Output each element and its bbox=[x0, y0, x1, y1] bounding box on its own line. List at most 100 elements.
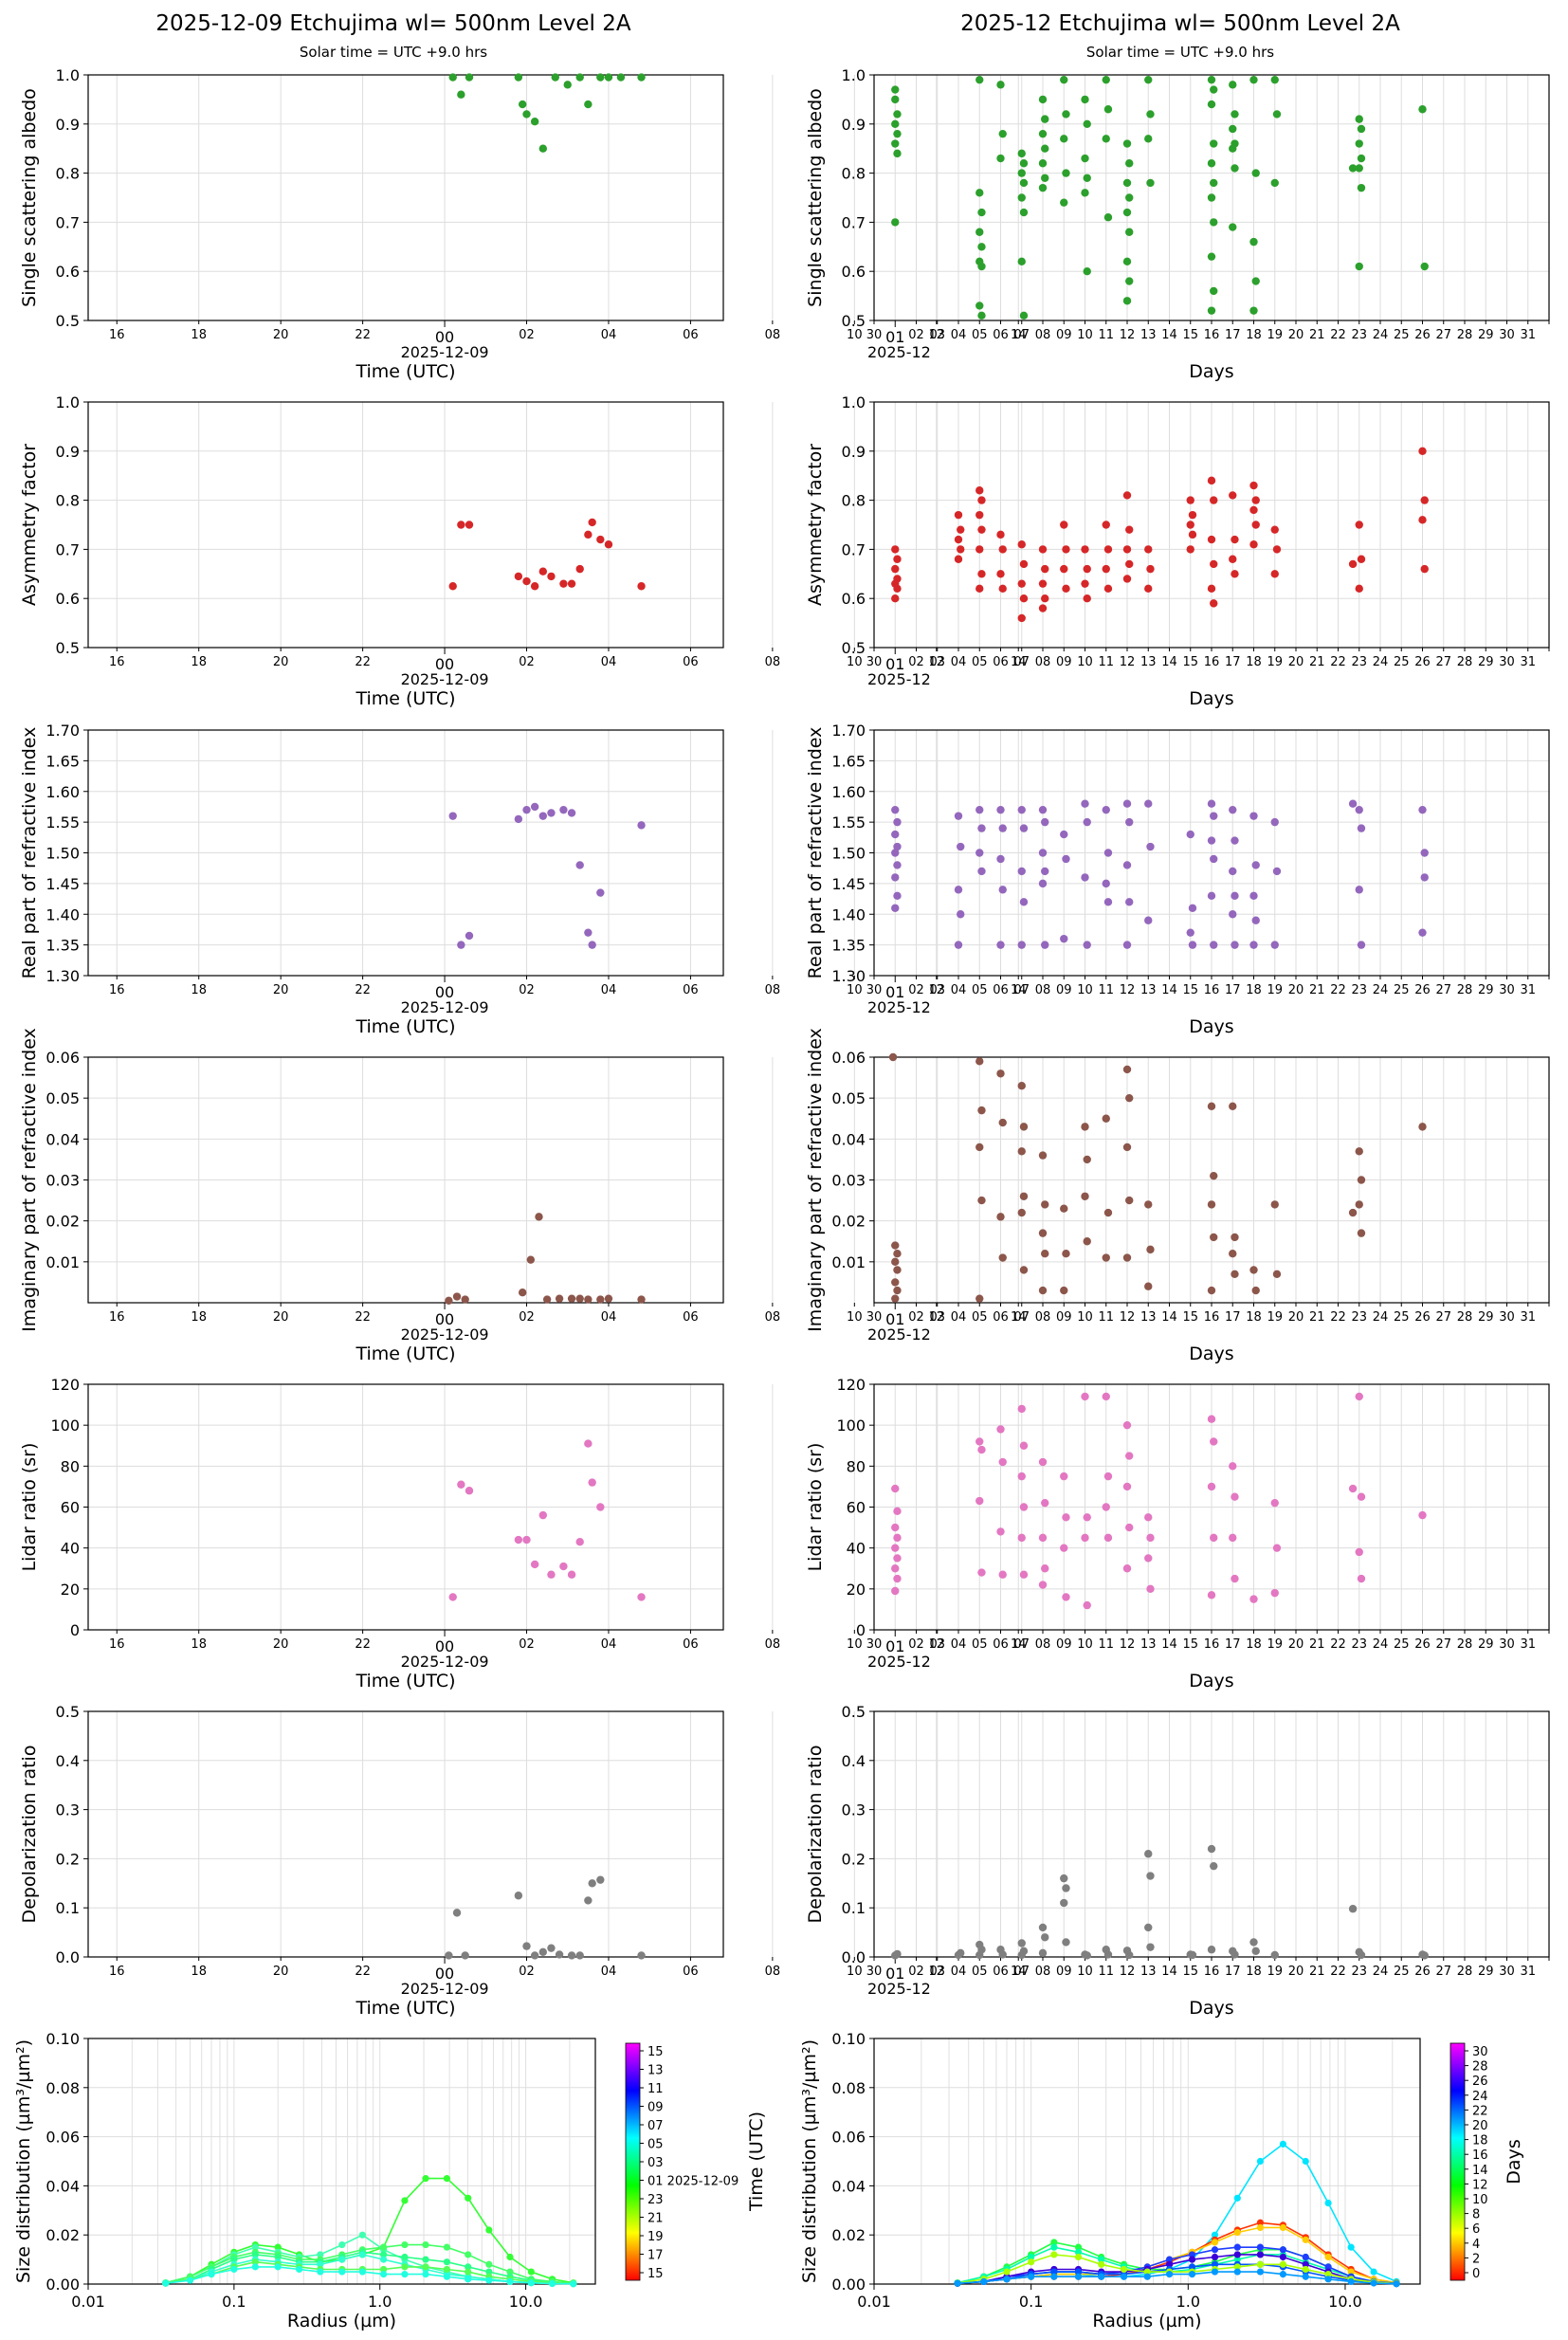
data-point bbox=[1038, 95, 1048, 104]
series-point bbox=[485, 2260, 493, 2268]
data-point bbox=[1355, 521, 1363, 529]
data-point bbox=[1019, 1503, 1029, 1511]
data-point bbox=[1270, 1200, 1279, 1209]
data-point bbox=[1207, 1415, 1216, 1423]
x-tick-label: 02 bbox=[908, 1965, 924, 1979]
colorbar-tick-label: 20 bbox=[1472, 2119, 1488, 2133]
date-label: 2025-12-09 bbox=[401, 1980, 489, 1998]
colorbar bbox=[625, 2042, 641, 2281]
data-point bbox=[1251, 277, 1260, 285]
data-point bbox=[975, 1057, 984, 1066]
data-point bbox=[1229, 867, 1237, 876]
data-point bbox=[1210, 218, 1218, 227]
y-axis-label: Depolarization ratio bbox=[805, 1746, 826, 1924]
y-tick-label: 0.02 bbox=[46, 2226, 80, 2244]
data-point bbox=[1122, 208, 1132, 217]
x-tick-label: 10 bbox=[847, 655, 863, 669]
x-tick-label: 03 bbox=[929, 655, 945, 669]
data-point bbox=[1019, 1192, 1029, 1200]
x-tick-label: 18 bbox=[191, 983, 207, 997]
x-tick-label: 04 bbox=[951, 1965, 967, 1979]
y-tick-label: 1.30 bbox=[831, 967, 866, 985]
data-point bbox=[514, 572, 523, 581]
x-tick-label: 05 bbox=[972, 1965, 988, 1979]
x-tick-label: 18 bbox=[191, 1310, 207, 1325]
series-point bbox=[1098, 2273, 1105, 2280]
series-point bbox=[1302, 2265, 1309, 2274]
data-point bbox=[1355, 1392, 1363, 1401]
y-tick-label: 0.06 bbox=[831, 2129, 866, 2147]
x-tick-label: 29 bbox=[1478, 1637, 1494, 1652]
data-point bbox=[1357, 1229, 1366, 1237]
x-tick-label: 02 bbox=[908, 1310, 924, 1325]
x-axis-label: Time (UTC) bbox=[355, 1016, 455, 1037]
data-point bbox=[1019, 311, 1029, 320]
data-point bbox=[1102, 805, 1110, 814]
data-point bbox=[1231, 941, 1239, 949]
x-axis-label: Radius (µm) bbox=[1092, 2311, 1201, 2331]
data-point bbox=[1060, 564, 1068, 574]
data-point bbox=[1060, 1204, 1068, 1213]
data-point bbox=[998, 886, 1007, 894]
data-point bbox=[1210, 812, 1218, 820]
series-point bbox=[1302, 2253, 1309, 2261]
series-point bbox=[422, 2263, 429, 2271]
x-tick-label: 08 bbox=[765, 1965, 781, 1979]
series-point bbox=[443, 2175, 451, 2183]
series-point bbox=[251, 2263, 259, 2271]
x-tick-label: 28 bbox=[1457, 983, 1473, 997]
series-point bbox=[1279, 2223, 1287, 2232]
y-axis-label: Real part of refractive index bbox=[19, 727, 40, 979]
data-point bbox=[1081, 545, 1089, 554]
y-tick-label: 0.10 bbox=[831, 2030, 866, 2048]
y-tick-label: 0.7 bbox=[56, 213, 80, 231]
x-tick-label: 10.0 bbox=[1328, 2293, 1362, 2311]
date-label: 2025-12-09 bbox=[401, 1653, 489, 1671]
x-tick-label: 25 bbox=[1394, 983, 1410, 997]
y-tick-label: 0.5 bbox=[842, 639, 866, 657]
data-point bbox=[893, 1574, 902, 1583]
data-point bbox=[1231, 164, 1239, 173]
y-tick-label: 0.06 bbox=[46, 1049, 80, 1067]
x-tick-label: 15 bbox=[1182, 1637, 1198, 1652]
x-tick-label: 08 bbox=[1035, 1965, 1051, 1979]
x-tick-label: 26 bbox=[1414, 1310, 1431, 1325]
data-point bbox=[1019, 559, 1029, 569]
x-tick-label: 14 bbox=[1161, 1965, 1177, 1979]
series-point bbox=[1256, 2243, 1265, 2251]
data-point bbox=[596, 1875, 605, 1884]
series-point bbox=[1028, 2253, 1035, 2261]
data-point bbox=[893, 842, 902, 851]
x-tick-label: 21 bbox=[1309, 1965, 1325, 1979]
data-point bbox=[1102, 1114, 1110, 1123]
data-point bbox=[1251, 496, 1260, 504]
series-line bbox=[957, 2254, 1397, 2285]
series-point bbox=[317, 2260, 324, 2268]
data-point bbox=[1019, 208, 1029, 217]
x-tick-label: 16 bbox=[109, 1965, 125, 1979]
y-axis-label: Asymmetry factor bbox=[19, 444, 40, 606]
y-tick-label: 0.9 bbox=[842, 443, 866, 461]
data-point bbox=[1210, 139, 1218, 148]
x-tick-label: 09 bbox=[1056, 1637, 1072, 1652]
x-tick-label: 07 bbox=[1013, 1965, 1030, 1979]
data-point bbox=[1272, 1544, 1282, 1552]
data-point bbox=[535, 1213, 543, 1221]
data-point bbox=[1017, 1404, 1026, 1414]
series-point bbox=[506, 2253, 514, 2261]
series-point bbox=[401, 2263, 409, 2271]
y-tick-label: 0.01 bbox=[46, 1253, 80, 1271]
data-point bbox=[547, 1570, 556, 1579]
data-point bbox=[1017, 1472, 1026, 1481]
date-label: 2025-12-09 bbox=[401, 343, 489, 361]
series-point bbox=[422, 2271, 429, 2278]
data-point bbox=[893, 110, 902, 119]
series-point bbox=[1211, 2268, 1219, 2276]
data-point bbox=[1125, 1950, 1134, 1960]
plot-frame bbox=[873, 2038, 1421, 2285]
x-tick-label: 23 bbox=[1351, 655, 1367, 669]
x-tick-label: 13 bbox=[1140, 1965, 1157, 1979]
series-point bbox=[1279, 2253, 1287, 2261]
data-point bbox=[1122, 1143, 1132, 1152]
data-point bbox=[1017, 1950, 1026, 1960]
